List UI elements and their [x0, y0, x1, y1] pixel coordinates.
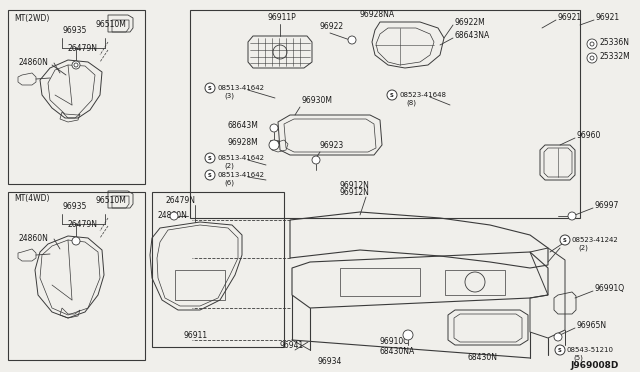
Text: 26479N: 26479N: [67, 219, 97, 228]
Text: 24860N: 24860N: [18, 58, 48, 67]
Text: 24860N: 24860N: [18, 234, 48, 243]
Text: 96991Q: 96991Q: [595, 283, 625, 292]
Text: 96935: 96935: [62, 202, 86, 211]
Text: 96960: 96960: [577, 131, 602, 140]
Text: (5): (5): [573, 355, 583, 361]
Text: 25332M: 25332M: [600, 51, 631, 61]
Circle shape: [403, 330, 413, 340]
Circle shape: [270, 124, 278, 132]
Bar: [152, 192, 284, 347]
Text: 96941: 96941: [280, 340, 304, 350]
Text: (6): (6): [224, 180, 234, 186]
Text: MT(2WD): MT(2WD): [14, 13, 49, 22]
Circle shape: [205, 83, 215, 93]
Text: S: S: [558, 347, 562, 353]
Text: (3): (3): [224, 93, 234, 99]
Text: 96928NA: 96928NA: [360, 10, 395, 19]
Text: (8): (8): [406, 100, 416, 106]
Text: S: S: [208, 86, 212, 90]
Text: 96922M: 96922M: [455, 17, 486, 26]
Circle shape: [560, 235, 570, 245]
Text: 25336N: 25336N: [600, 38, 630, 46]
Text: 96921: 96921: [558, 13, 582, 22]
Text: 68430NA: 68430NA: [380, 347, 415, 356]
Circle shape: [170, 212, 178, 220]
Text: 26479N: 26479N: [67, 44, 97, 52]
Bar: [8, 10, 145, 184]
Text: 08523-41648: 08523-41648: [400, 92, 447, 98]
Bar: [445, 270, 505, 295]
Circle shape: [72, 61, 80, 69]
Text: 96935: 96935: [62, 26, 86, 35]
Circle shape: [387, 90, 397, 100]
Circle shape: [72, 237, 80, 245]
Bar: [175, 270, 225, 300]
Text: 96928M: 96928M: [228, 138, 259, 147]
Circle shape: [312, 156, 320, 164]
Text: 08513-41642: 08513-41642: [218, 172, 265, 178]
Text: 08513-41642: 08513-41642: [218, 85, 265, 91]
Text: 96510M: 96510M: [95, 19, 126, 29]
Circle shape: [555, 345, 565, 355]
Text: 96921: 96921: [596, 13, 620, 22]
Text: 96923: 96923: [320, 141, 344, 150]
Text: 96934: 96934: [318, 357, 342, 366]
Text: S: S: [563, 237, 567, 243]
Bar: [270, 140, 278, 146]
Circle shape: [587, 39, 597, 49]
Circle shape: [74, 63, 78, 67]
Text: 96510M: 96510M: [95, 196, 126, 205]
Circle shape: [205, 153, 215, 163]
Circle shape: [587, 53, 597, 63]
Text: S: S: [208, 173, 212, 177]
Text: 96910C: 96910C: [380, 337, 410, 346]
Circle shape: [590, 42, 594, 46]
Text: J969008D: J969008D: [570, 360, 618, 369]
Text: 96912N: 96912N: [340, 187, 370, 196]
Bar: [8, 192, 145, 360]
Circle shape: [554, 333, 562, 341]
Text: 96911: 96911: [184, 330, 208, 340]
Circle shape: [348, 36, 356, 44]
Text: 24860N: 24860N: [158, 211, 188, 219]
Text: S: S: [208, 155, 212, 160]
Bar: [190, 10, 580, 218]
Text: (2): (2): [224, 163, 234, 169]
Circle shape: [205, 170, 215, 180]
Text: 96930M: 96930M: [302, 96, 333, 105]
Circle shape: [568, 212, 576, 220]
Text: 68430N: 68430N: [468, 353, 498, 362]
Circle shape: [269, 140, 279, 150]
Text: 96965N: 96965N: [577, 321, 607, 330]
Text: MT(4WD): MT(4WD): [14, 193, 49, 202]
Text: 08523-41242: 08523-41242: [572, 237, 619, 243]
Text: 68643M: 68643M: [228, 121, 259, 129]
Text: 26479N: 26479N: [165, 196, 195, 205]
Text: 08543-51210: 08543-51210: [567, 347, 614, 353]
Text: 96997: 96997: [595, 201, 620, 209]
Text: 96912N: 96912N: [340, 180, 370, 189]
Circle shape: [590, 56, 594, 60]
Text: (2): (2): [578, 245, 588, 251]
Text: 96911P: 96911P: [268, 13, 297, 22]
Text: S: S: [390, 93, 394, 97]
Bar: [340, 268, 420, 296]
Text: 08513-41642: 08513-41642: [218, 155, 265, 161]
Text: 96922: 96922: [320, 22, 344, 31]
Text: 68643NA: 68643NA: [455, 31, 490, 39]
